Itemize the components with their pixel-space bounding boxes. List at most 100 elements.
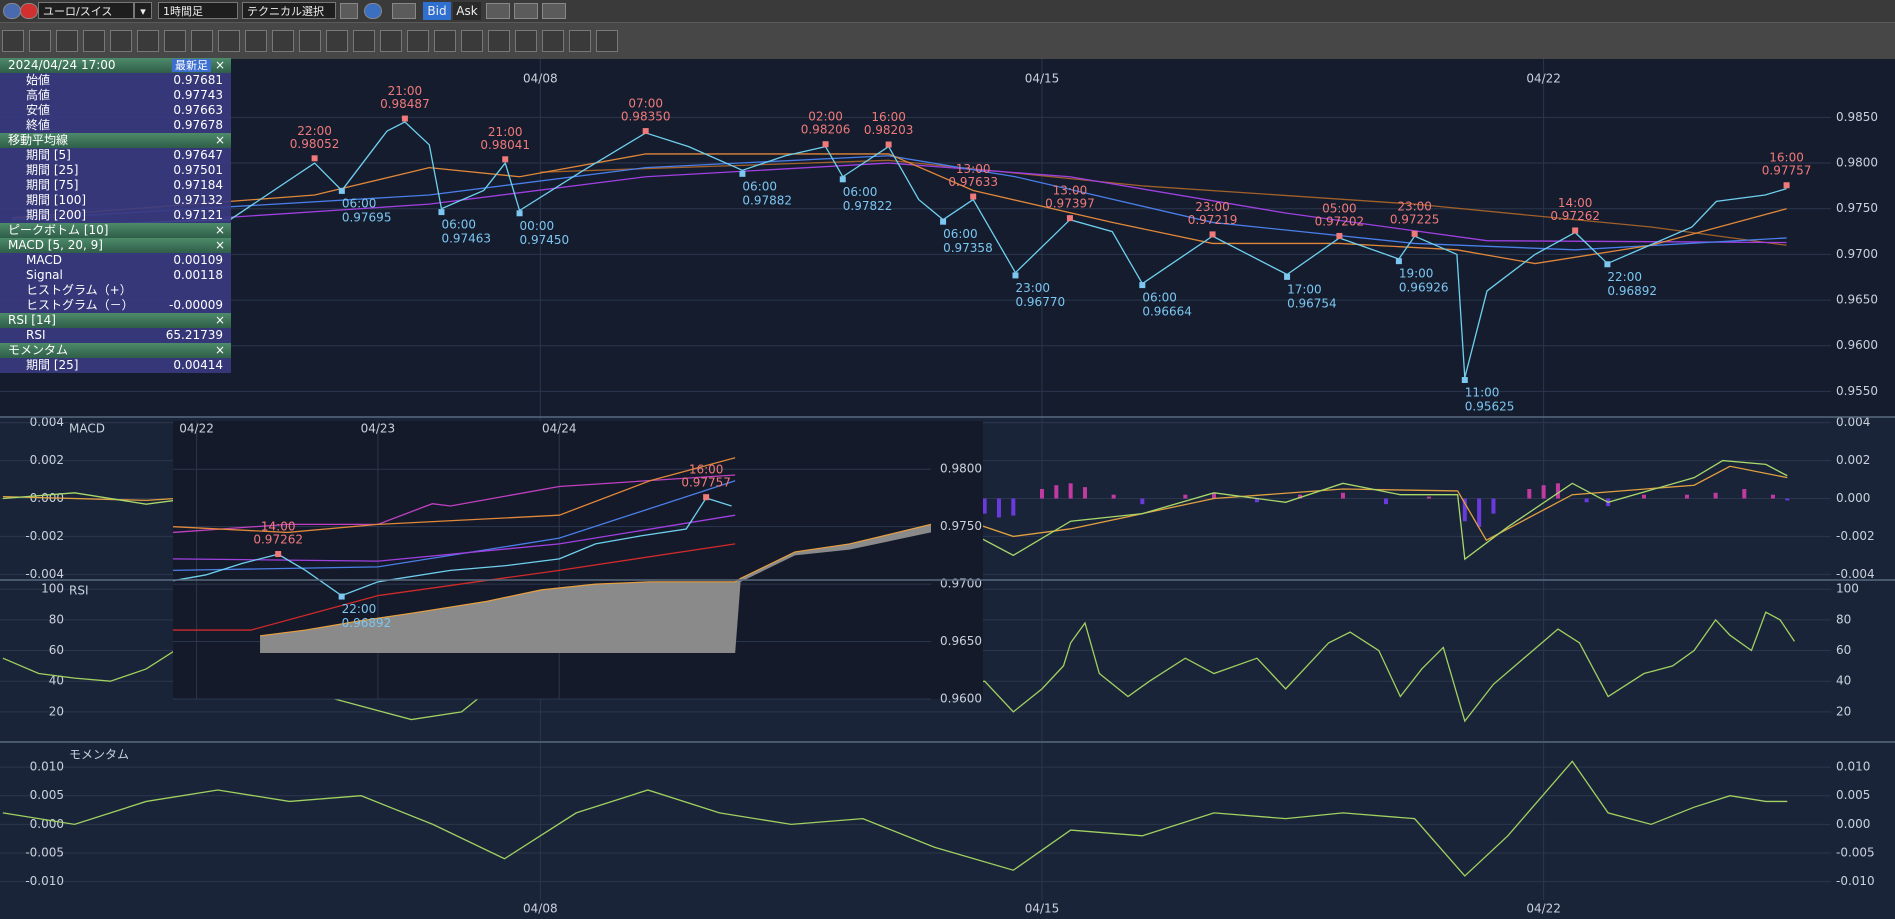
icon[interactable] — [392, 3, 416, 19]
tool[interactable] — [461, 30, 483, 52]
y-tick-label: 100 — [41, 582, 64, 596]
peak-time: 13:00 — [1053, 184, 1088, 198]
tool[interactable] — [515, 30, 537, 52]
bottom-marker — [338, 593, 345, 600]
row-label: 始値 — [26, 73, 51, 87]
peak-time: 16:00 — [871, 110, 906, 124]
timestamp: 2024/04/24 17:00 — [8, 58, 116, 72]
bid-button[interactable]: Bid — [423, 2, 451, 20]
close-button[interactable]: × — [214, 343, 225, 357]
histogram-bar — [1785, 498, 1790, 501]
close-button[interactable]: × — [214, 223, 225, 237]
icon[interactable] — [3, 3, 21, 19]
histogram-bar — [1426, 496, 1431, 499]
tool[interactable] — [110, 30, 132, 52]
tool[interactable] — [83, 30, 105, 52]
zoom-out[interactable] — [542, 3, 566, 19]
peak-value: 0.97219 — [1188, 213, 1238, 227]
row-value: 65.21739 — [165, 328, 223, 342]
close-button[interactable]: × — [214, 58, 225, 72]
technical-select[interactable]: テクニカル選択 — [242, 2, 336, 19]
info-row: 始値 0.97681 — [0, 73, 231, 88]
section-header: RSI [14] × — [0, 313, 231, 328]
icon[interactable] — [364, 3, 382, 19]
row-value: 0.00109 — [173, 253, 223, 267]
y-tick-label: -0.004 — [25, 567, 64, 581]
series-line — [173, 497, 732, 597]
histogram-bar — [1742, 489, 1747, 499]
y-tick-label: 80 — [1836, 612, 1851, 626]
tool[interactable] — [272, 30, 294, 52]
tool[interactable] — [542, 30, 564, 52]
tool[interactable] — [326, 30, 348, 52]
histogram-bar — [1082, 487, 1087, 499]
x-tick-label: 04/15 — [1025, 902, 1060, 916]
section-title: RSI [14] — [8, 313, 56, 327]
icon[interactable] — [486, 3, 510, 19]
tool[interactable] — [353, 30, 375, 52]
section-title: 移動平均線 — [8, 133, 69, 147]
section-title: ピークボトム [10] — [8, 223, 109, 237]
bottom-marker — [940, 218, 947, 225]
tool[interactable] — [137, 30, 159, 52]
tool[interactable] — [164, 30, 186, 52]
close-button[interactable]: × — [214, 238, 225, 252]
close-button[interactable]: × — [214, 133, 225, 147]
info-row: RSI 65.21739 — [0, 328, 231, 343]
peak-value: 0.97757 — [681, 476, 731, 490]
y-tick-label: -0.002 — [25, 529, 64, 543]
tool[interactable] — [191, 30, 213, 52]
histogram-bar — [1491, 498, 1496, 514]
tool[interactable] — [488, 30, 510, 52]
histogram-bar — [1383, 498, 1388, 505]
row-label: MACD — [26, 253, 62, 267]
tool[interactable] — [434, 30, 456, 52]
tool[interactable] — [29, 30, 51, 52]
symbol-select[interactable]: ユーロ/スイス — [38, 2, 134, 19]
section-title: MACD [5, 20, 9] — [8, 238, 103, 252]
peak-time: 06:00 — [943, 227, 978, 241]
series-line — [173, 474, 736, 534]
row-label: 期間 [75] — [26, 178, 79, 192]
tool[interactable] — [299, 30, 321, 52]
y-tick-label: 0.9600 — [940, 692, 982, 706]
bottom-marker — [839, 176, 846, 183]
row-label: 期間 [5] — [26, 148, 71, 162]
bottom-marker — [1604, 261, 1611, 268]
histogram-bar — [1555, 483, 1560, 499]
tool[interactable] — [2, 30, 24, 52]
peak-value: 0.97450 — [520, 233, 570, 247]
ask-button[interactable]: Ask — [453, 2, 481, 20]
peak-value: 0.96664 — [1142, 305, 1192, 319]
tool[interactable] — [380, 30, 402, 52]
timeframe-select[interactable]: 1時間足 — [158, 2, 238, 19]
info-row: MACD 0.00109 — [0, 253, 231, 268]
row-value: 0.97647 — [173, 148, 223, 162]
zoom-in[interactable] — [514, 3, 538, 19]
peak-value: 0.97695 — [342, 210, 392, 224]
peak-marker — [311, 155, 318, 162]
dropdown[interactable]: ▾ — [134, 2, 152, 19]
y-tick-label: 0.9700 — [940, 577, 982, 591]
y-tick-label: 0.004 — [30, 415, 64, 429]
histogram-bar — [1584, 498, 1589, 503]
tool[interactable] — [407, 30, 429, 52]
tool[interactable] — [218, 30, 240, 52]
x-tick-label: 04/08 — [523, 902, 558, 916]
y-tick-label: 80 — [49, 612, 64, 626]
peak-marker — [703, 494, 710, 501]
tool[interactable] — [56, 30, 78, 52]
tool[interactable] — [569, 30, 591, 52]
series-line — [173, 457, 736, 534]
icon[interactable] — [340, 3, 358, 19]
latest-button[interactable]: 最新足 — [172, 59, 211, 72]
row-value: 0.97681 — [173, 73, 223, 87]
close-button[interactable]: × — [214, 313, 225, 327]
ichimoku-cloud — [260, 524, 931, 654]
peak-value: 0.97358 — [943, 241, 993, 255]
tool[interactable] — [245, 30, 267, 52]
y-tick-label: -0.002 — [1836, 529, 1875, 543]
row-value: 0.97132 — [173, 193, 223, 207]
tool[interactable] — [596, 30, 618, 52]
